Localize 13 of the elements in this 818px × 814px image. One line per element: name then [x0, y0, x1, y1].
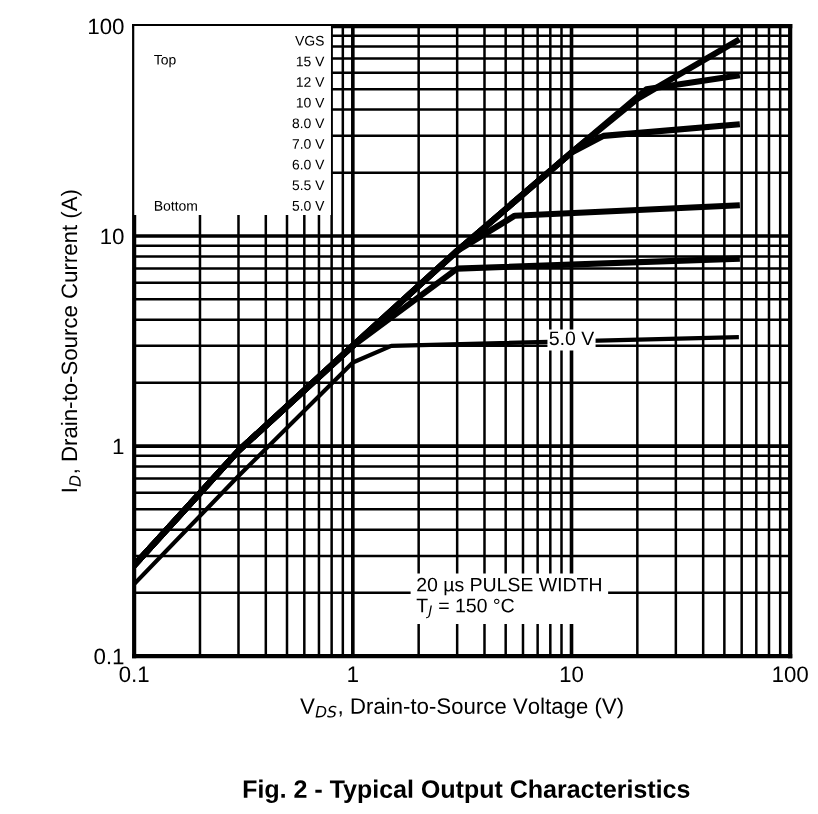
y-axis-title: I$_{D}$, Drain-to-Source Current (A): [60, 190, 82, 492]
annotation: 5.0 V: [549, 331, 595, 346]
y-tick-label: 1: [113, 438, 124, 455]
x-axis-title: V$_{DS}$, Drain-to-Source Voltage (V): [300, 697, 623, 719]
x-tick-label: 1: [348, 666, 358, 682]
x-tick-label: 10: [560, 666, 583, 683]
text: Fig. 2 - Typical Output Characteristics: [243, 779, 690, 804]
y-tick-label: 0.1: [94, 648, 124, 665]
x-tick-label: 100: [773, 666, 808, 683]
y-tick-label: 100: [89, 18, 124, 35]
annotation: 20 µs PULSE WIDTH T$_{J}$ = 150 °C: [416, 577, 601, 619]
y-tick-label: 10: [101, 228, 124, 245]
x-tick-label: 0.1: [119, 666, 149, 683]
